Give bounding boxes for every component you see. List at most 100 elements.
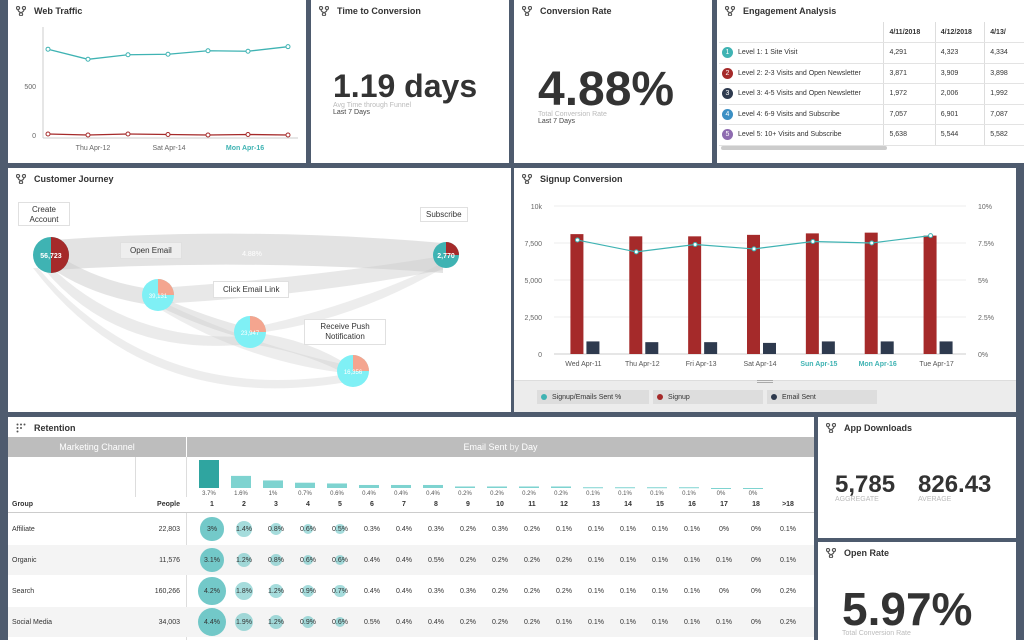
summary-bar[interactable] [679,487,699,489]
summary-bar[interactable] [711,488,731,489]
retention-bubble [270,554,282,566]
x-tick-label: Wed Apr-11 [565,361,601,368]
summary-bar[interactable] [231,475,251,488]
traffic-point[interactable] [45,131,51,137]
y-tick-label: 0 [32,133,36,140]
retention-cell: 0.9% [300,618,316,626]
traffic-point[interactable] [85,56,91,62]
retention-cell: 0.1% [780,525,796,533]
email-sent-bar[interactable] [763,342,776,354]
email-sent-bar[interactable] [939,341,953,354]
retention-cell: 0.4% [364,556,380,564]
engagement-cell: 3,871 [883,63,936,84]
signup-bar[interactable] [805,233,819,354]
legend-signup-rate[interactable]: Signup/Emails Sent % [537,390,649,404]
summary-bar[interactable] [487,486,507,488]
legend-signup[interactable]: Signup [653,390,763,404]
summary-bar[interactable] [583,487,603,489]
summary-bar[interactable] [295,482,315,488]
level-label: Level 5: 10+ Visits and Subscribe [738,131,842,139]
traffic-point[interactable] [205,48,211,54]
signup-bar[interactable] [923,235,937,354]
signup-rate-point[interactable] [869,240,875,246]
retention-cell: 0.2% [556,556,572,564]
signup-bar[interactable] [864,232,878,354]
summary-bar[interactable] [263,480,283,488]
retention-cell: 0.2% [524,618,540,626]
summary-bar[interactable] [423,484,443,488]
x-tick-label: Tue Apr-17 [919,361,953,368]
summary-bar[interactable] [615,487,635,489]
signup-rate-point[interactable] [692,241,698,247]
summary-bar-label: 0.2% [522,491,536,497]
retention-bubble [270,523,282,535]
legend-email-sent[interactable]: Email Sent [767,390,877,404]
summary-bar-label: 0.2% [554,491,568,497]
column-header[interactable]: 4/13/ [984,22,1024,43]
signup-bar[interactable] [747,234,760,354]
summary-bar[interactable] [391,484,411,488]
signup-rate-point[interactable] [810,239,816,245]
signup-rate-point[interactable] [574,237,580,243]
retention-row[interactable]: Social Media 34,003 4.4% 1.9% 1.2% 0.9% 0.6% 0.… [8,607,814,637]
summary-bar[interactable] [455,486,475,488]
traffic-point[interactable] [125,131,131,137]
signup-bar[interactable] [629,236,643,354]
traffic-point[interactable] [245,48,251,54]
retention-cell: 0.4% [364,587,380,595]
retention-cell: 0% [750,525,762,533]
email-sent-bar[interactable] [645,342,659,354]
retention-cell: 0.1% [620,587,636,595]
average-label: AVERAGE [918,496,952,503]
summary-bar-label: 1.6% [234,491,248,497]
legend-swatch [771,394,777,400]
email-sent-bar[interactable] [880,341,894,354]
email-sent-bar[interactable] [586,341,600,354]
signup-rate-point[interactable] [751,246,757,252]
engagement-row[interactable]: 5 Level 5: 10+ Visits and Subscribe 5,638 5… [719,124,1024,146]
signup-bar[interactable] [688,236,702,354]
retention-row[interactable]: Organic 11,576 3.1% 1.2% 0.8% 0.6% 0.6% 0.4% 0.4… [8,545,814,575]
email-sent-bar[interactable] [821,341,835,354]
summary-bar[interactable] [327,483,347,488]
traffic-point[interactable] [205,132,211,138]
signup-rate-point[interactable] [633,249,639,255]
summary-bar[interactable] [551,486,571,488]
retention-cell: 0% [750,556,762,564]
resize-handle[interactable] [757,380,773,383]
signup-bar[interactable] [570,234,584,354]
summary-bar[interactable] [743,488,763,489]
summary-bar[interactable] [647,487,667,489]
conversion-rate-title: Conversion Rate [522,6,612,16]
traffic-point[interactable] [165,51,171,57]
horizontal-scrollbar[interactable] [721,146,887,150]
traffic-point[interactable] [85,132,91,138]
level-badge: 2 [722,67,733,79]
summary-bar[interactable] [519,486,539,488]
open-rate-title: Open Rate [826,548,889,558]
web-traffic-panel: Web Traffic 500 0 Thu Apr-12 Sat Apr-14 … [8,0,306,163]
subscribe-label: Subscribe [420,207,468,222]
engagement-row[interactable]: 3 Level 3: 4-5 Visits and Open Newsletter… [719,83,1024,105]
traffic-point[interactable] [245,131,251,137]
engagement-row[interactable]: 1 Level 1: 1 Site Visit 4,291 4,323 4,334 [719,42,1024,64]
summary-bar[interactable] [199,460,219,488]
traffic-point[interactable] [45,46,51,52]
summary-bar[interactable] [359,484,379,488]
traffic-point[interactable] [285,44,291,50]
column-header[interactable]: 4/11/2018 [883,22,936,43]
retention-row[interactable]: Affiliate 22,803 3% 1.4% 0.8% 0.6% 0.5% 0.3% 0.4… [8,514,814,544]
engagement-row[interactable]: 4 Level 4: 6-9 Visits and Subscribe 7,057 6… [719,104,1024,125]
people-count: 11,576 [159,556,180,564]
retention-row[interactable]: Search 160,266 4.2% 1.8% 1.2% 0.9% 0.7% 0.4% 0.4… [8,576,814,606]
traffic-point[interactable] [125,52,131,58]
engagement-row[interactable]: 2 Level 2: 2-3 Visits and Open Newsletter… [719,63,1024,84]
traffic-point[interactable] [165,131,171,137]
retention-cell: 0.2% [524,587,540,595]
signup-rate-point[interactable] [928,233,934,239]
engagement-cell: 1,992 [984,83,1024,105]
traffic-point[interactable] [285,132,291,138]
column-header[interactable]: 4/12/2018 [934,22,985,43]
email-sent-bar[interactable] [704,342,718,354]
retention-cell: 0.1% [684,618,700,626]
